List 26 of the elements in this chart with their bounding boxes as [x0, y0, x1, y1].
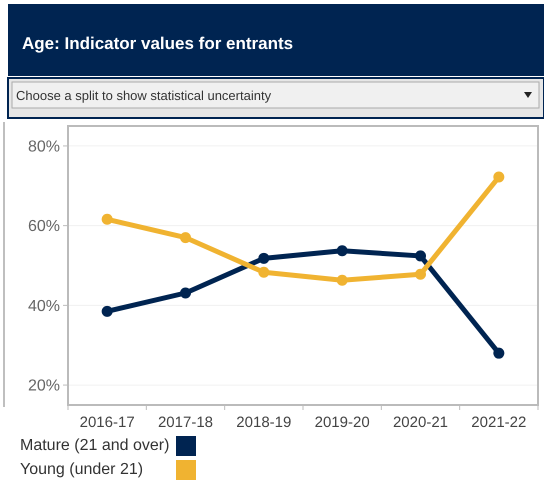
- x-tick-label: 2021-22: [471, 414, 526, 431]
- x-tick-label: 2020-21: [392, 414, 448, 431]
- point: [258, 266, 270, 278]
- point: [102, 214, 113, 225]
- point: [336, 274, 348, 286]
- point: [336, 245, 348, 256]
- point: [258, 252, 270, 264]
- legend-label: Young (under 21): [20, 461, 144, 478]
- point: [180, 232, 191, 244]
- point: [493, 348, 504, 359]
- x-tick-label: 2016-17: [80, 414, 135, 431]
- x-tick-label: 2017-18: [158, 414, 214, 431]
- y-tick-label: 40%: [28, 298, 60, 315]
- point: [180, 288, 191, 298]
- dropdown: Choose a split to show statistical uncertainty: [12, 82, 540, 108]
- chart-title: Age: Indicator values for entrants: [22, 34, 294, 53]
- y-tick-label: 60%: [28, 218, 60, 236]
- point: [102, 306, 113, 317]
- point: [493, 172, 504, 183]
- y-tick-label: 80%: [28, 138, 60, 156]
- y-tick-label: 20%: [28, 378, 60, 395]
- x-tick-label: 2018-19: [236, 414, 292, 431]
- x-tick-label: 2019-20: [314, 414, 370, 431]
- legend-label: Mature (21 and over): [20, 437, 170, 454]
- point: [415, 250, 426, 262]
- point: [415, 268, 426, 280]
